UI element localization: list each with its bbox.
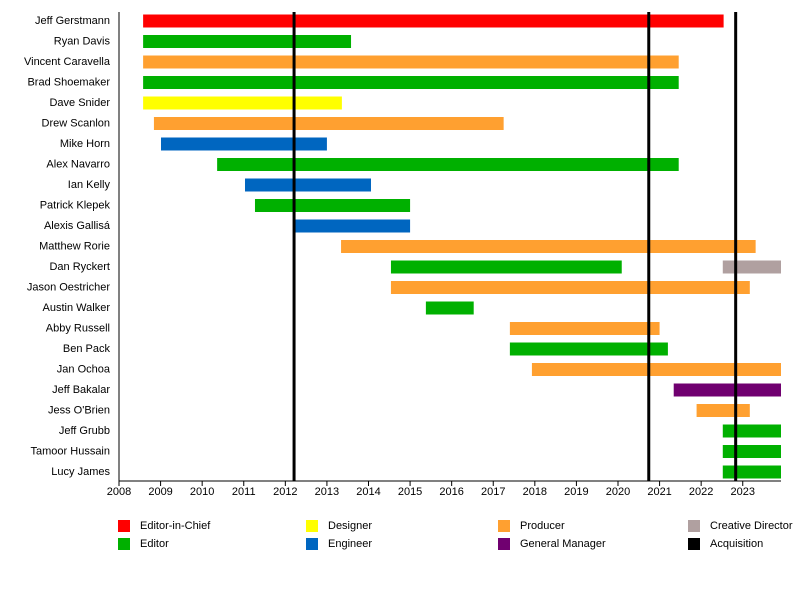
x-tick-label: 2020 [606, 486, 630, 498]
x-tick-label: 2013 [315, 486, 339, 498]
bar [722, 424, 781, 438]
bar [341, 240, 756, 253]
row-label: Jeff Bakalar [52, 384, 110, 396]
row-label: Ryan Davis [54, 35, 111, 47]
legend-swatch [118, 538, 130, 550]
legend-label: Creative Director [710, 520, 793, 532]
row-label: Lucy James [51, 466, 110, 478]
bar [390, 281, 750, 294]
legend-swatch [306, 538, 318, 550]
legend-swatch [688, 538, 700, 550]
legend-swatch [306, 520, 318, 532]
x-tick-label: 2018 [523, 486, 547, 498]
row-label: Austin Walker [43, 302, 111, 314]
x-tick-label: 2012 [273, 486, 297, 498]
bar [254, 199, 411, 212]
row-label: Jason Oestricher [27, 281, 110, 293]
x-tick-label: 2023 [731, 486, 755, 498]
x-tick-label: 2010 [190, 486, 214, 498]
row-label: Jess O'Brien [48, 404, 110, 416]
x-tick-label: 2015 [398, 486, 422, 498]
legend-swatch [118, 520, 130, 532]
x-tick-label: 2014 [356, 486, 380, 498]
row-label: Alex Navarro [46, 158, 110, 170]
x-tick-label: 2022 [689, 486, 713, 498]
row-label: Tamoor Hussain [31, 445, 110, 457]
legend-label: Producer [520, 520, 565, 532]
row-label: Mike Horn [60, 138, 110, 150]
row-label: Vincent Caravella [24, 56, 111, 68]
x-tick-label: 2021 [647, 486, 671, 498]
legend-label: Editor-in-Chief [140, 520, 211, 532]
bar [722, 465, 781, 479]
bar [425, 301, 474, 315]
bar [509, 322, 660, 335]
bar [696, 404, 750, 417]
legend-label: Engineer [328, 538, 372, 550]
bar [143, 76, 679, 89]
row-label: Ben Pack [63, 343, 111, 355]
x-tick-label: 2017 [481, 486, 505, 498]
legend-label: Designer [328, 520, 372, 532]
row-label: Dave Snider [49, 97, 110, 109]
x-tick-label: 2019 [564, 486, 588, 498]
legend-label: Editor [140, 538, 169, 550]
row-label: Drew Scanlon [42, 117, 110, 129]
bar [509, 342, 668, 356]
bar [722, 260, 781, 274]
x-tick-label: 2009 [148, 486, 172, 498]
row-label: Alexis Gallisá [44, 220, 111, 232]
bar [722, 445, 781, 458]
bar [294, 219, 411, 233]
legend-swatch [498, 538, 510, 550]
x-tick-label: 2011 [232, 486, 256, 498]
row-label: Abby Russell [46, 322, 110, 334]
row-label: Matthew Rorie [39, 240, 110, 252]
legend-swatch [498, 520, 510, 532]
bar [673, 383, 781, 397]
row-label: Jeff Gerstmann [35, 15, 110, 27]
legend-label: General Manager [520, 538, 606, 550]
bar [143, 55, 679, 69]
bar [143, 14, 724, 28]
legend-swatch [688, 520, 700, 532]
bar [217, 158, 679, 171]
x-tick-label: 2016 [439, 486, 463, 498]
bar [390, 260, 622, 274]
legend-label: Acquisition [710, 538, 763, 550]
row-label: Jan Ochoa [57, 363, 111, 375]
bar [143, 96, 342, 110]
bar [244, 178, 371, 192]
row-label: Dan Ryckert [49, 261, 110, 273]
row-label: Patrick Klepek [40, 199, 111, 211]
row-label: Ian Kelly [68, 179, 111, 191]
bar [160, 137, 327, 151]
row-label: Brad Shoemaker [27, 76, 110, 88]
bar [143, 35, 352, 48]
bar [531, 363, 781, 376]
row-label: Jeff Grubb [59, 425, 110, 437]
bar [153, 117, 504, 130]
x-tick-label: 2008 [107, 486, 131, 498]
